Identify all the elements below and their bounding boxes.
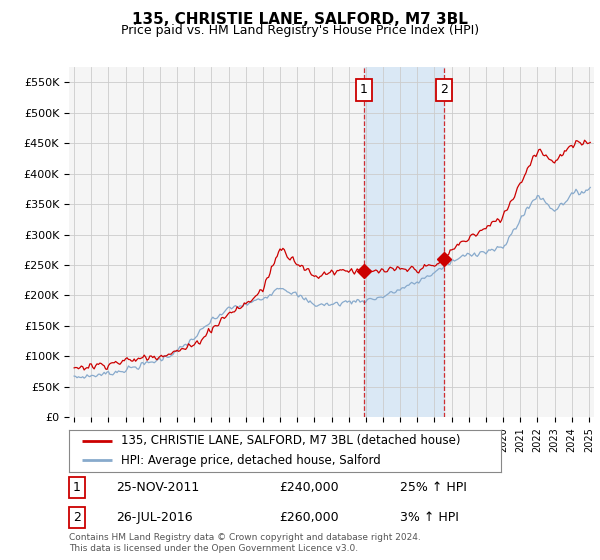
Text: £240,000: £240,000 <box>279 481 338 494</box>
Text: 135, CHRISTIE LANE, SALFORD, M7 3BL: 135, CHRISTIE LANE, SALFORD, M7 3BL <box>132 12 468 27</box>
Bar <box>364 67 444 417</box>
Text: 25% ↑ HPI: 25% ↑ HPI <box>400 481 467 494</box>
Text: 25-NOV-2011: 25-NOV-2011 <box>116 481 199 494</box>
Text: 135, CHRISTIE LANE, SALFORD, M7 3BL (detached house): 135, CHRISTIE LANE, SALFORD, M7 3BL (det… <box>121 435 460 447</box>
Text: 2: 2 <box>440 83 448 96</box>
Text: Price paid vs. HM Land Registry's House Price Index (HPI): Price paid vs. HM Land Registry's House … <box>121 24 479 36</box>
Text: 1: 1 <box>360 83 368 96</box>
Text: 26-JUL-2016: 26-JUL-2016 <box>116 511 193 524</box>
Text: 3% ↑ HPI: 3% ↑ HPI <box>400 511 458 524</box>
Text: 1: 1 <box>73 481 81 494</box>
Text: HPI: Average price, detached house, Salford: HPI: Average price, detached house, Salf… <box>121 454 380 466</box>
Text: 2: 2 <box>73 511 81 524</box>
Text: £260,000: £260,000 <box>279 511 338 524</box>
Text: Contains HM Land Registry data © Crown copyright and database right 2024.
This d: Contains HM Land Registry data © Crown c… <box>69 533 421 553</box>
